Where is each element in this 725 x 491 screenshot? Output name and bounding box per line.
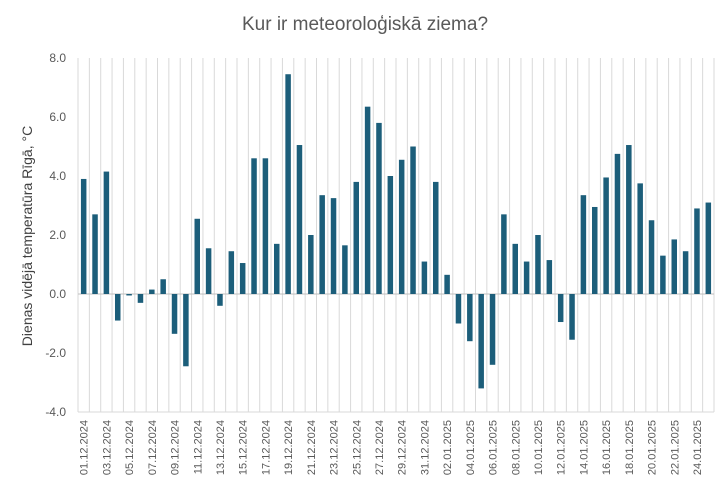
bar <box>262 158 269 294</box>
x-tick-label: 14.01.2025 <box>578 420 590 475</box>
gridlines <box>77 58 715 413</box>
bar <box>637 183 643 294</box>
x-tick-label: 25.12.2024 <box>351 420 363 475</box>
bar <box>126 294 132 296</box>
bar <box>376 122 382 295</box>
y-tick-label: 2.0 <box>49 228 66 242</box>
bar <box>205 248 212 294</box>
x-tick-label: 31.12.2024 <box>419 420 431 475</box>
x-tick-label: 05.12.2024 <box>124 420 136 475</box>
bar <box>183 294 189 367</box>
x-tick-label: 20.01.2025 <box>647 420 659 475</box>
x-tick-label: 01.12.2024 <box>79 420 91 475</box>
x-tick-label: 15.12.2024 <box>238 420 250 475</box>
bar <box>569 294 575 340</box>
bar <box>353 181 359 294</box>
bar <box>580 195 587 294</box>
bars <box>80 74 712 389</box>
bar <box>228 251 235 294</box>
bar <box>694 208 700 294</box>
bar <box>160 279 166 294</box>
bar <box>296 145 303 294</box>
bar <box>239 263 246 294</box>
bar <box>171 294 178 334</box>
bar <box>603 177 609 294</box>
x-tick-label: 17.12.2024 <box>260 420 272 475</box>
y-tick-labels: -4.0 -2.0 0.0 2.0 4.0 6.0 8.0 <box>45 51 66 419</box>
y-tick-label: 4.0 <box>49 169 66 183</box>
bar <box>149 289 155 294</box>
x-tick-label: 18.01.2025 <box>624 420 636 475</box>
bar <box>671 239 677 294</box>
bar <box>421 261 428 294</box>
y-tick-label: 8.0 <box>49 51 66 65</box>
x-tick-label: 23.12.2024 <box>329 420 341 475</box>
x-tick-label: 27.12.2024 <box>374 420 386 475</box>
bar <box>137 294 144 303</box>
x-tick-label: 11.12.2024 <box>192 420 204 474</box>
bar <box>592 206 598 294</box>
x-tick-label: 16.01.2025 <box>601 420 613 475</box>
bar <box>251 158 257 294</box>
bar <box>308 235 314 294</box>
bar <box>626 145 632 294</box>
chart-title: Kur ir meteoroloģiskā ziema? <box>242 14 488 35</box>
x-tick-label: 21.12.2024 <box>306 420 318 475</box>
x-tick-label: 03.12.2024 <box>101 420 113 475</box>
x-tick-labels: 01.12.2024 03.12.2024 05.12.2024 07.12.2024… <box>79 420 704 475</box>
x-tick-label: 24.01.2025 <box>692 420 704 475</box>
bar <box>455 294 462 324</box>
y-tick-label: -4.0 <box>45 405 66 419</box>
x-tick-label: 04.01.2025 <box>465 420 477 475</box>
bar <box>433 181 439 294</box>
bar <box>682 251 689 294</box>
bar <box>103 171 110 294</box>
bar <box>274 243 280 294</box>
bar <box>705 202 712 294</box>
y-tick-label: 6.0 <box>49 110 66 124</box>
bar <box>342 245 348 294</box>
bar <box>648 220 655 294</box>
bar <box>660 255 666 294</box>
y-tick-label: 0.0 <box>49 287 66 301</box>
bar <box>557 294 564 323</box>
bar <box>115 294 121 321</box>
bar <box>501 214 507 294</box>
bar <box>387 176 394 294</box>
bar <box>364 106 371 294</box>
bar <box>512 243 518 294</box>
bar <box>467 294 473 342</box>
x-tick-label: 02.01.2025 <box>442 420 454 475</box>
bar <box>285 74 291 294</box>
bar <box>92 214 98 294</box>
bar <box>410 146 416 294</box>
bar <box>535 235 541 294</box>
bar <box>614 153 621 294</box>
x-tick-label: 06.01.2025 <box>488 420 500 475</box>
x-tick-label: 07.12.2024 <box>147 420 159 475</box>
bar <box>80 178 87 294</box>
bar <box>489 294 496 365</box>
bar <box>546 260 553 294</box>
x-tick-label: 10.01.2025 <box>533 420 545 475</box>
x-tick-label: 13.12.2024 <box>215 420 227 475</box>
bar <box>478 294 484 389</box>
bar <box>194 218 200 294</box>
x-tick-label: 08.01.2025 <box>510 420 522 475</box>
y-tick-label: -2.0 <box>45 346 66 360</box>
y-axis-label: Dienas vidējā temperatūra Rīgā, °C <box>19 126 35 346</box>
bar <box>330 198 337 294</box>
x-tick-label: 12.01.2025 <box>556 420 568 475</box>
x-tick-label: 19.12.2024 <box>283 420 295 475</box>
x-tick-label: 29.12.2024 <box>397 420 409 475</box>
bar <box>398 159 405 294</box>
x-tick-label: 22.01.2025 <box>669 420 681 475</box>
bar <box>523 261 530 294</box>
bar <box>319 195 325 294</box>
x-tick-label: 09.12.2024 <box>170 420 182 475</box>
bar <box>444 274 450 294</box>
bar <box>217 294 223 306</box>
